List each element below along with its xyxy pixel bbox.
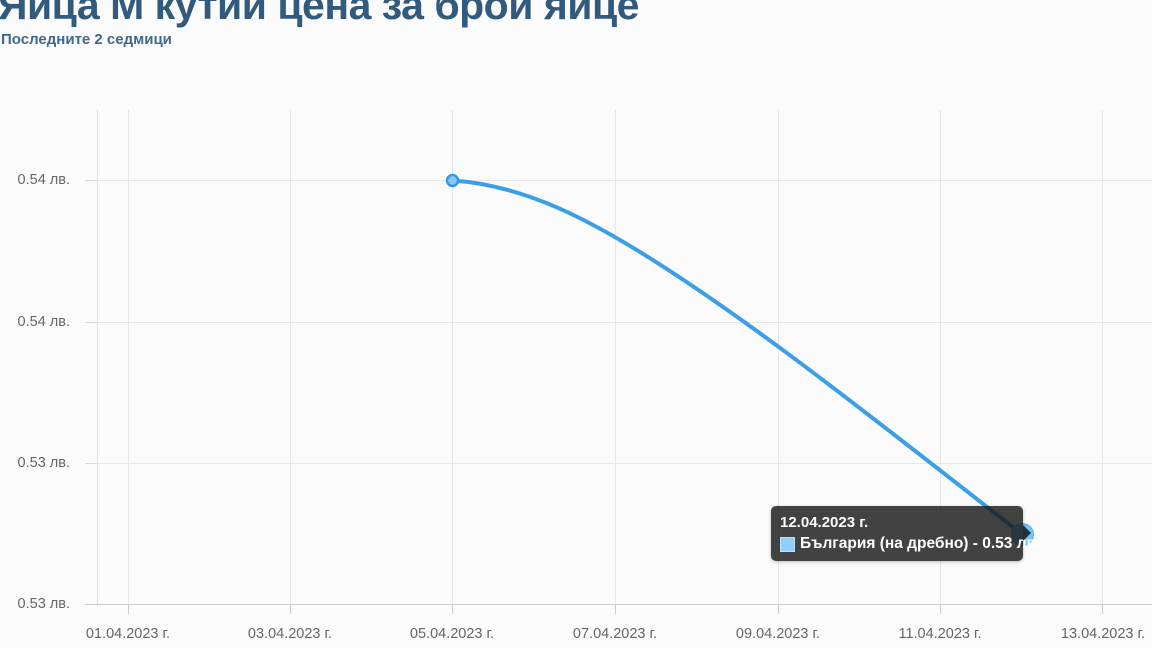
y-axis-ticks xyxy=(85,180,98,605)
y-axis-label: 0.54 лв. xyxy=(17,314,70,330)
tooltip-series-row: България (на дребно) - 0.53 лв. xyxy=(780,535,1040,553)
y-axis-label: 0.53 лв. xyxy=(17,596,70,612)
tooltip-callout-arrow xyxy=(1023,525,1031,541)
x-axis-label: 11.04.2023 г. xyxy=(898,626,982,642)
chart-subtitle: Последните 2 седмици xyxy=(1,31,172,48)
x-axis-label: 13.04.2023 г. xyxy=(1060,626,1146,642)
x-axis-label: 01.04.2023 г. xyxy=(85,626,171,642)
chart-tooltip: 12.04.2023 г. България (на дребно) - 0.5… xyxy=(771,506,1040,561)
x-axis-label: 05.04.2023 г. xyxy=(409,626,495,642)
y-axis-label: 0.54 лв. xyxy=(17,172,70,188)
series-color-swatch-icon xyxy=(780,536,795,552)
x-gridlines xyxy=(128,110,1103,604)
tooltip-series-value: България (на дребно) - 0.53 лв. xyxy=(800,535,1041,552)
x-axis-label: 07.04.2023 г. xyxy=(572,626,658,642)
series-line-bulgaria xyxy=(450,178,1025,537)
x-axis-ticks xyxy=(128,604,1103,614)
chart-title: Яйца М кутии цена за брой яйце xyxy=(0,0,639,28)
x-axis-label: 09.04.2023 г. xyxy=(735,626,821,642)
tooltip-date: 12.04.2023 г. xyxy=(780,514,869,531)
y-gridlines xyxy=(97,180,1152,464)
data-point-marker-start[interactable] xyxy=(445,173,460,188)
y-axis-label: 0.53 лв. xyxy=(17,455,70,471)
x-axis-label: 03.04.2023 г. xyxy=(247,626,333,642)
